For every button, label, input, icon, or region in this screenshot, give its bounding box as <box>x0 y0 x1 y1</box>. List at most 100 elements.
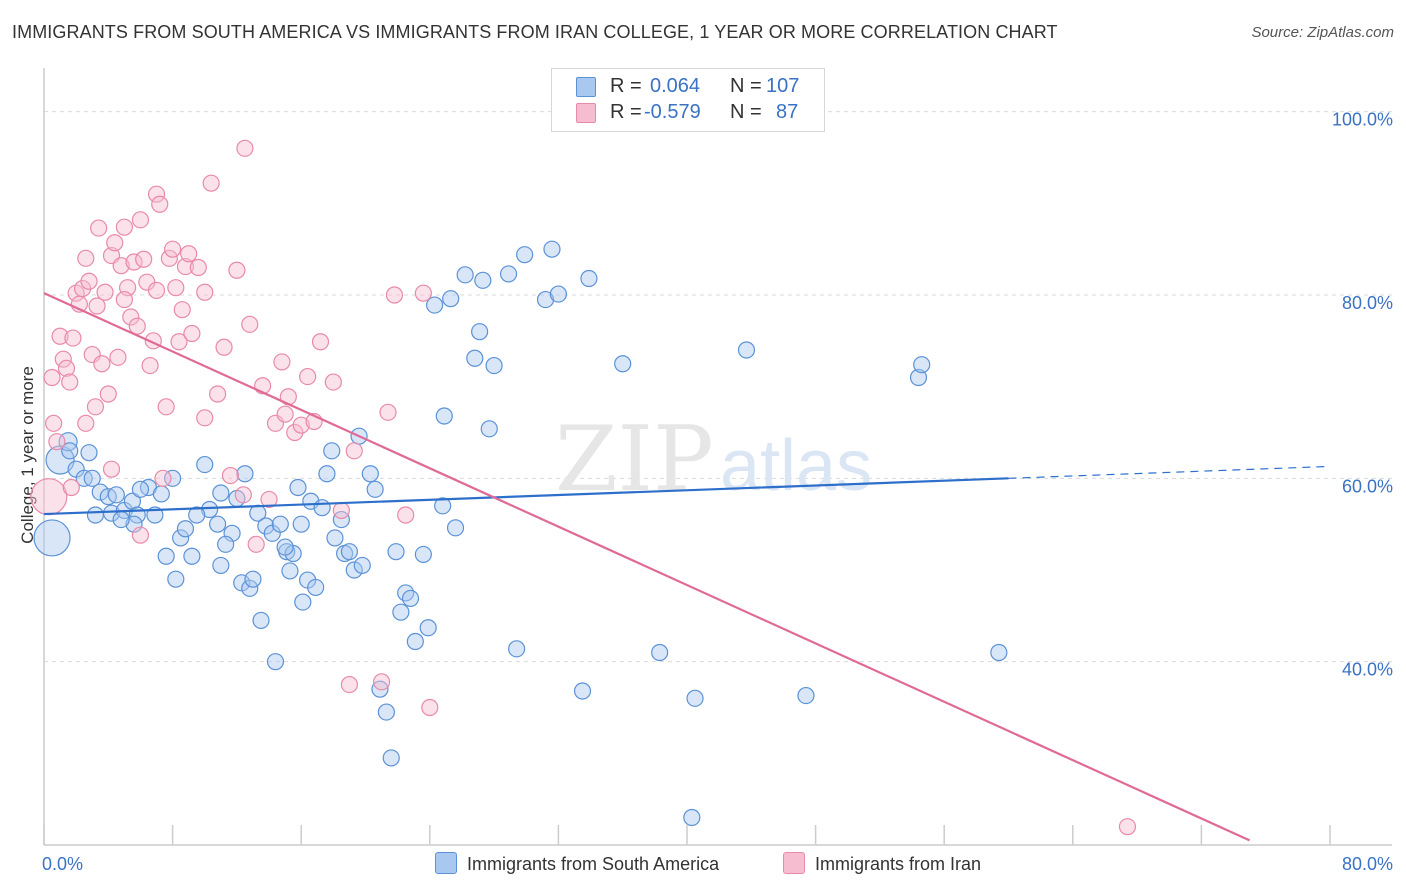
data-point <box>51 327 69 345</box>
legend-label-iran: Immigrants from Iran <box>815 854 982 874</box>
legend-n-value: 87 <box>776 101 799 123</box>
data-point <box>54 350 72 368</box>
data-point <box>508 640 526 658</box>
data-point <box>366 480 384 498</box>
data-point <box>414 284 432 302</box>
data-point <box>241 315 259 333</box>
data-point <box>106 234 124 252</box>
data-point <box>299 367 317 386</box>
tick-labels: 40.0% 60.0% 80.0% 100.0% 0.0% 80.0% <box>42 110 1393 874</box>
data-point <box>99 385 117 403</box>
data-point <box>434 497 452 515</box>
legend-n-label: N = <box>730 75 762 97</box>
legend-r-value: 0.064 <box>650 75 701 97</box>
data-point <box>183 324 201 343</box>
data-point <box>176 257 195 276</box>
stats-legend: R = 0.064 N = 107 R = -0.579 N = 87 <box>551 68 825 132</box>
data-point <box>209 515 227 533</box>
data-point <box>340 543 359 561</box>
data-point <box>33 519 71 557</box>
data-point <box>536 290 555 309</box>
data-point <box>141 356 159 375</box>
data-point <box>112 257 130 275</box>
data-point <box>419 619 437 637</box>
data-point <box>252 611 270 630</box>
legend-n-value: 107 <box>766 75 800 97</box>
data-point <box>573 682 592 700</box>
data-point <box>281 562 299 580</box>
data-point <box>107 486 125 504</box>
watermark-atlas: atlas <box>720 426 872 506</box>
data-point <box>196 409 214 427</box>
data-point <box>189 258 207 277</box>
legend-r-value: -0.579 <box>644 101 701 123</box>
data-point <box>180 245 198 263</box>
watermark: ZIP atlas <box>555 407 872 512</box>
data-point <box>157 547 175 565</box>
data-point <box>372 673 391 691</box>
data-point <box>62 478 80 497</box>
data-point <box>176 520 195 538</box>
data-point <box>260 490 278 509</box>
data-point <box>183 547 201 565</box>
data-point <box>446 519 465 537</box>
data-point <box>172 529 190 547</box>
data-point <box>80 444 98 462</box>
legend-r-label: R = <box>610 75 642 97</box>
data-point <box>217 535 235 553</box>
data-point <box>797 686 815 705</box>
data-point <box>913 356 931 374</box>
chart-title: IMMIGRANTS FROM SOUTH AMERICA VS IMMIGRA… <box>12 22 1058 42</box>
data-point <box>61 373 79 391</box>
bottom-legend-iran: Immigrants from Iran <box>783 852 981 875</box>
data-point <box>353 556 371 575</box>
series-south-america <box>33 240 1008 827</box>
data-point <box>115 290 133 309</box>
legend-n-label: N = <box>730 101 762 123</box>
data-point <box>90 219 108 237</box>
data-point <box>442 290 460 308</box>
data-point <box>273 353 291 371</box>
data-point <box>212 556 230 575</box>
data-point <box>345 561 363 579</box>
data-point <box>397 506 415 524</box>
data-point <box>397 584 415 602</box>
data-point <box>86 506 105 524</box>
data-point <box>480 420 498 438</box>
data-point <box>276 405 294 423</box>
data-point <box>131 211 150 229</box>
axes <box>43 68 1392 846</box>
data-point <box>909 368 928 387</box>
data-point <box>499 265 518 283</box>
data-point <box>109 348 127 366</box>
legend-label-south-america: Immigrants from South America <box>467 854 720 874</box>
data-point <box>96 283 114 301</box>
data-point <box>102 460 121 478</box>
data-point <box>414 545 432 564</box>
data-point <box>147 281 166 300</box>
data-point <box>215 338 233 356</box>
trend-line-extension <box>1008 465 1331 479</box>
trend-line-iran <box>43 292 1251 842</box>
data-point <box>167 570 185 588</box>
data-point <box>196 455 214 474</box>
data-point <box>392 603 410 621</box>
bottom-legend-south-america: Immigrants from South America <box>435 852 719 875</box>
data-point <box>48 433 66 451</box>
data-point <box>86 398 105 416</box>
data-point <box>80 272 98 290</box>
data-point <box>686 689 704 707</box>
data-point <box>93 355 111 373</box>
data-point <box>30 478 68 516</box>
data-point <box>236 465 254 483</box>
data-point <box>57 359 76 377</box>
data-point <box>385 286 404 304</box>
data-point <box>990 643 1008 662</box>
data-point <box>456 266 474 284</box>
data-point <box>387 543 405 561</box>
data-point <box>147 185 166 203</box>
data-point <box>131 526 150 544</box>
data-point <box>377 703 395 721</box>
data-point <box>77 249 95 267</box>
data-point <box>167 279 185 297</box>
